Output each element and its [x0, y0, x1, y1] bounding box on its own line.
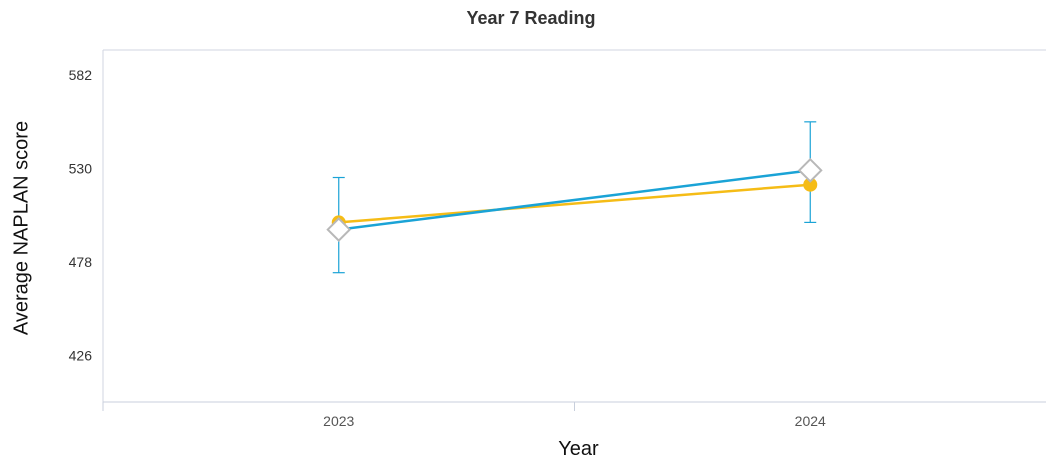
series-line-0: [338, 183, 811, 224]
data-point-circle: [803, 177, 818, 192]
y-ticks: 426 478 530 582: [69, 67, 93, 363]
y-tick-label: 478: [69, 254, 93, 270]
x-tick-label: 2024: [795, 413, 826, 429]
x-axis-title: Year: [558, 438, 599, 460]
error-bars: [332, 121, 817, 274]
series-markers: [326, 157, 823, 243]
data-point-diamond: [326, 217, 352, 243]
y-tick-label: 530: [69, 161, 93, 177]
x-tick-label: 2023: [323, 413, 354, 429]
x-ticks: 2023 2024: [102, 402, 826, 429]
series-line-1: [338, 169, 811, 231]
series-lines: [338, 169, 811, 231]
chart-title: Year 7 Reading: [466, 8, 596, 28]
plot-frame: [102, 49, 1046, 403]
data-point-diamond: [797, 157, 823, 183]
y-tick-label: 426: [69, 347, 93, 363]
y-tick-label: 582: [69, 67, 93, 83]
